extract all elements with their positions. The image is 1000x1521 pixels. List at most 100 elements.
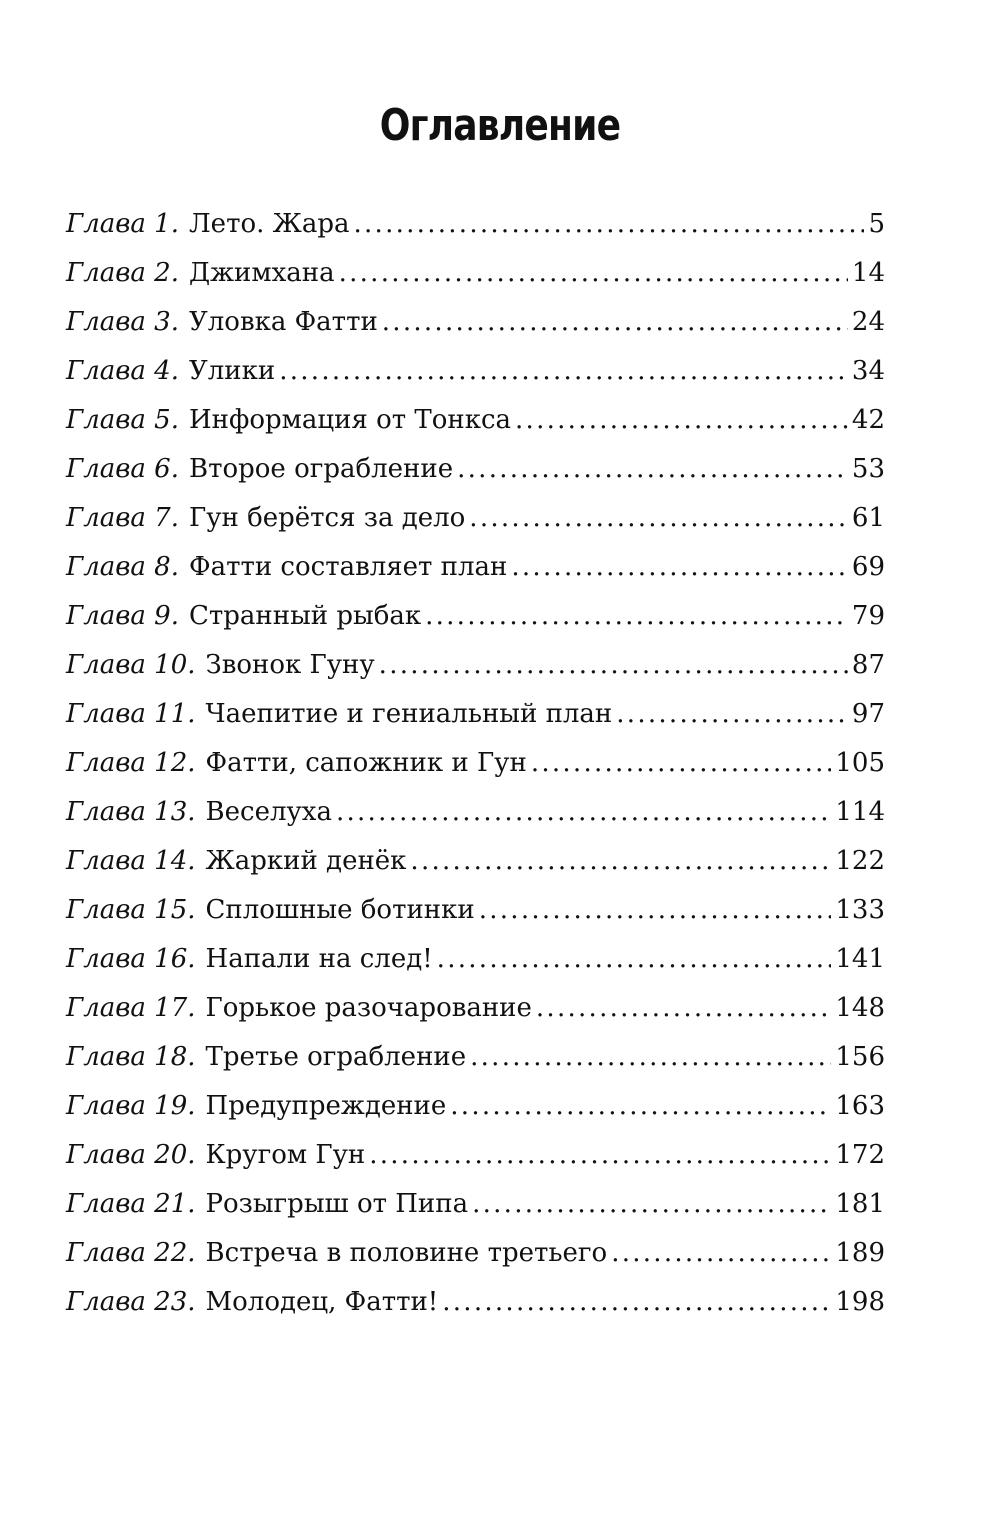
chapter-title: Уловка Фатти [188,307,378,337]
page-number: 133 [835,895,885,925]
chapter-number: Глава 3. [66,307,179,337]
chapter-number: Глава 1. [66,209,179,239]
toc-entry: Глава 6. Второе ограбление 53 [66,445,885,494]
dot-leader [470,1033,831,1082]
chapter-title: Гун берётся за дело [188,503,466,533]
dot-leader [410,837,831,886]
toc-entry: Глава 10. Звонок Гуну 87 [66,641,885,690]
chapter-number: Глава 14. [66,846,196,876]
toc-entry: Глава 2. Джимхана 14 [66,249,885,298]
chapter-number: Глава 20. [66,1140,196,1170]
dot-leader [437,935,832,984]
toc-entry: Глава 22. Встреча в половине третьего 189 [66,1229,885,1278]
chapter-number: Глава 2. [66,258,179,288]
page-title: Оглавление [379,100,621,151]
dot-leader [457,445,848,494]
dot-leader [425,592,848,641]
chapter-title: Джимхана [188,258,335,288]
chapter-title: Информация от Тонкса [188,405,512,435]
chapter-number: Глава 5. [66,405,179,435]
toc-entry: Глава 20. Кругом Гун 172 [66,1131,885,1180]
chapter-title: Третье ограбление [205,1042,467,1072]
chapter-title: Жаркий денёк [205,846,407,876]
chapter-title: Странный рыбак [188,601,422,631]
toc-entry: Глава 19. Предупреждение 163 [66,1082,885,1131]
page-number: 163 [835,1091,885,1121]
chapter-number: Глава 7. [66,503,179,533]
toc-entry: Глава 11. Чаепитие и гениальный план 97 [66,690,885,739]
chapter-title: Напали на след! [205,944,433,974]
page-number: 148 [835,993,885,1023]
page-number: 87 [851,650,885,680]
dot-leader [472,1180,831,1229]
chapter-number: Глава 8. [66,552,179,582]
chapter-number: Глава 16. [66,944,196,974]
page-number: 141 [835,944,885,974]
toc-entry: Глава 14. Жаркий денёк 122 [66,837,885,886]
chapter-title: Розыгрыш от Пипа [205,1189,469,1219]
dot-leader [354,200,865,249]
chapter-title: Лето. Жара [188,209,350,239]
chapter-title: Горькое разочарование [205,993,532,1023]
toc-entry: Глава 1. Лето. Жара 5 [66,200,885,249]
chapter-title: Фатти составляет план [188,552,508,582]
chapter-title: Звонок Гуну [205,650,375,680]
toc-entry: Глава 8. Фатти составляет план 69 [66,543,885,592]
chapter-number: Глава 18. [66,1042,196,1072]
toc-entry: Глава 17. Горькое разочарование 148 [66,984,885,1033]
chapter-title: Второе ограбление [188,454,454,484]
chapter-title: Молодец, Фатти! [205,1287,439,1317]
page-number: 189 [835,1238,885,1268]
page-number: 172 [835,1140,885,1170]
page-number: 198 [835,1287,885,1317]
dot-leader [469,494,848,543]
page-number: 105 [835,748,885,778]
page-number: 5 [868,209,885,239]
dot-leader [336,788,831,837]
page-number: 42 [851,405,885,435]
page-number: 14 [851,258,885,288]
dot-leader [616,690,848,739]
dot-leader [536,984,831,1033]
chapter-number: Глава 4. [66,356,179,386]
chapter-title: Чаепитие и гениальный план [205,699,613,729]
dot-leader [442,1278,831,1327]
page-number: 53 [851,454,885,484]
chapter-title: Фатти, сапожник и Гун [205,748,527,778]
chapter-number: Глава 19. [66,1091,196,1121]
toc-entry: Глава 9. Странный рыбак 79 [66,592,885,641]
toc-entry: Глава 15. Сплошные ботинки 133 [66,886,885,935]
chapter-number: Глава 17. [66,993,196,1023]
chapter-number: Глава 13. [66,797,196,827]
dot-leader [339,249,848,298]
chapter-number: Глава 9. [66,601,179,631]
page-number: 69 [851,552,885,582]
chapter-number: Глава 10. [66,650,196,680]
page-number: 34 [851,356,885,386]
chapter-number: Глава 22. [66,1238,196,1268]
page-number: 122 [835,846,885,876]
dot-leader [511,543,848,592]
page-number: 114 [835,797,885,827]
chapter-number: Глава 21. [66,1189,196,1219]
dot-leader [369,1131,831,1180]
dot-leader [611,1229,831,1278]
chapter-number: Глава 15. [66,895,196,925]
dot-leader [382,298,848,347]
chapter-title: Сплошные ботинки [205,895,475,925]
chapter-number: Глава 6. [66,454,179,484]
toc-entry: Глава 21. Розыгрыш от Пипа 181 [66,1180,885,1229]
dot-leader [379,641,848,690]
dot-leader [515,396,848,445]
chapter-title: Предупреждение [205,1091,447,1121]
page-number: 156 [835,1042,885,1072]
chapter-title: Улики [188,356,276,386]
chapter-number: Глава 23. [66,1287,196,1317]
toc-entry: Глава 4. Улики 34 [66,347,885,396]
chapter-number: Глава 11. [66,699,196,729]
page-number: 97 [851,699,885,729]
chapter-title: Кругом Гун [205,1140,366,1170]
toc-entry: Глава 16. Напали на след! 141 [66,935,885,984]
dot-leader [450,1082,831,1131]
table-of-contents: Глава 1.Лето. Жара5Глава 2.Джимхана14Гла… [66,200,885,1327]
